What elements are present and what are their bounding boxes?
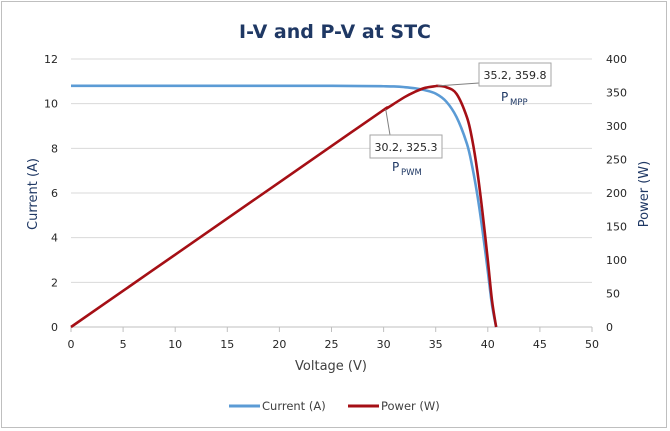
legend-power-label: Power (W)	[381, 399, 440, 413]
y2-tick-label: 400	[606, 53, 627, 66]
annotation-leader-pwm	[385, 108, 391, 136]
chart-title: I-V and P-V at STC	[239, 21, 431, 43]
annotation-value-pwm: 30.2, 325.3	[375, 141, 438, 154]
annotation-label-mpp: P	[501, 90, 508, 104]
y-tick-label: 6	[51, 187, 58, 200]
x-tick-label: 45	[533, 338, 547, 351]
y-tick-label: 10	[44, 98, 58, 111]
x-tick-label: 5	[120, 338, 127, 351]
y2-axis-title: Power (W)	[637, 161, 652, 227]
series-layer	[70, 84, 498, 329]
y-tick-label: 12	[44, 53, 58, 66]
annotation-leader-mpp	[437, 82, 480, 87]
x-tick-label: 20	[272, 338, 286, 351]
power-series-line	[70, 84, 498, 329]
y2-tick-label: 200	[606, 187, 627, 200]
y-axis-title: Current (A)	[26, 158, 41, 230]
annotation-box-pwm	[369, 134, 443, 159]
x-tick-label: 25	[325, 338, 339, 351]
current-series-line	[71, 84, 498, 328]
y2-tick-label: 300	[606, 120, 627, 133]
axes: 0 5 10 15 20 25 30 35 40 45 50 0 2 4 6 8 10 12 0 50 100 150 20…	[44, 53, 627, 351]
y2-tick-label: 350	[606, 87, 627, 100]
legend: Current (A) Power (W)	[229, 399, 440, 413]
y2-tick-label: 100	[606, 254, 627, 267]
y-tick-label: 0	[51, 321, 58, 334]
annotation-subscript-pwm: PWM	[401, 168, 422, 178]
x-tick-label: 40	[481, 338, 495, 351]
y2-tick-label: 150	[606, 221, 627, 234]
x-axis-title: Voltage (V)	[295, 359, 367, 374]
x-tick-label: 10	[168, 338, 182, 351]
annotation-value-mpp: 35.2, 359.8	[484, 69, 547, 82]
y2-tick-label: 250	[606, 154, 627, 167]
y-tick-label: 2	[51, 276, 58, 289]
x-tick-label: 15	[220, 338, 234, 351]
x-tick-label: 0	[68, 338, 75, 351]
x-tick-label: 30	[377, 338, 391, 351]
annotation-label-pwm: P	[392, 160, 399, 174]
y2-tick-label: 0	[606, 321, 613, 334]
x-tick-label: 35	[429, 338, 443, 351]
legend-current-label: Current (A)	[262, 399, 326, 413]
y-tick-label: 8	[51, 142, 58, 155]
annotation-subscript-mpp: MPP	[510, 98, 528, 108]
x-tick-label: 50	[585, 338, 599, 351]
annotation-box-mpp	[478, 62, 552, 87]
y-tick-label: 4	[51, 232, 58, 245]
y2-tick-label: 50	[606, 288, 620, 301]
